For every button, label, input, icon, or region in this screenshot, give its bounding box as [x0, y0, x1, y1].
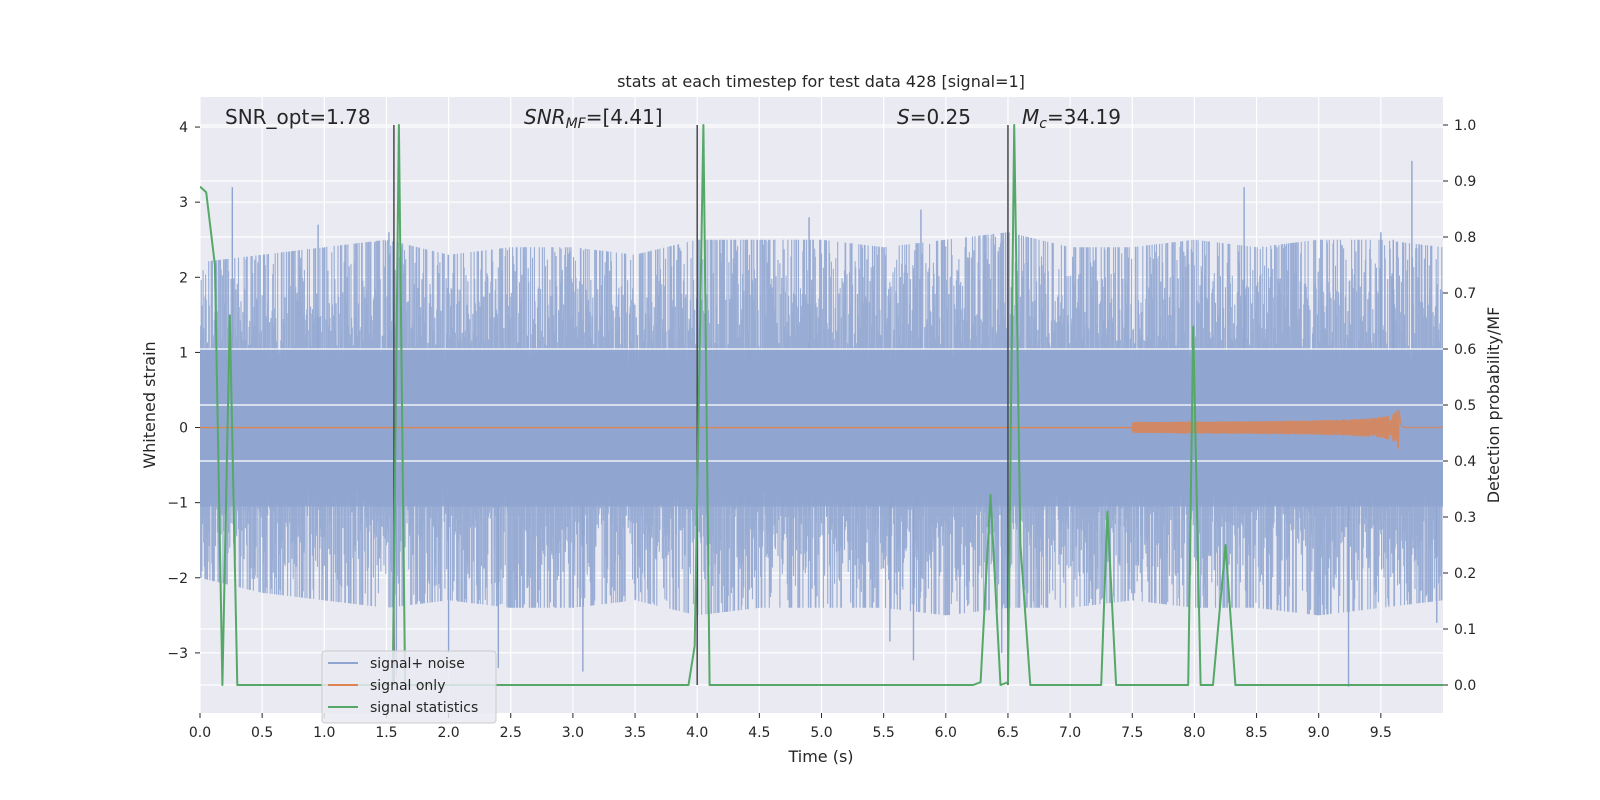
series-signal-statistics: [200, 124, 1443, 686]
x-axis-label: Time (s): [787, 747, 853, 766]
x-tick-label: 6.0: [935, 725, 957, 741]
y-tick-label: 2: [179, 270, 188, 286]
y2-axis-label: Detection probability/MF: [1484, 307, 1503, 504]
y2-tick-label: 0.9: [1454, 174, 1476, 190]
signal-only-chirp: [1131, 409, 1443, 449]
series-signal-only: [200, 409, 1443, 449]
x-tick-label: 9.5: [1370, 725, 1392, 741]
chart-title: stats at each timestep for test data 428…: [617, 72, 1025, 91]
annotation-snr-opt: SNR_opt=1.78: [225, 105, 371, 129]
x-tick-label: 6.5: [997, 725, 1019, 741]
y2-tick-label: 0.2: [1454, 566, 1476, 582]
x-tick-label: 3.0: [562, 725, 584, 741]
x-tick-label: 0.0: [189, 725, 211, 741]
y2-tick-label: 0.0: [1454, 678, 1476, 694]
y-tick-label: −1: [167, 496, 188, 512]
legend-label-signal-statistics: signal statistics: [370, 700, 478, 716]
y-tick-label: 0: [179, 421, 188, 437]
x-tick-label: 1.0: [313, 725, 335, 741]
y-axis-label: Whitened strain: [140, 341, 159, 468]
legend: signal+ noise signal only signal statist…: [321, 650, 497, 724]
x-tick-label: 8.0: [1183, 725, 1205, 741]
x-tick-label: 5.5: [873, 725, 895, 741]
annotation-s: S=0.25: [897, 105, 971, 129]
x-tick-label: 3.5: [624, 725, 646, 741]
y2-tick-label: 0.7: [1454, 286, 1476, 302]
y2-tick-label: 0.1: [1454, 622, 1476, 638]
y-tick-label: 4: [179, 120, 188, 136]
legend-label-signal-only: signal only: [370, 678, 445, 694]
x-tick-label: 4.0: [686, 725, 708, 741]
y2-axis-ticks: 0.0 0.1 0.2 0.3 0.4 0.5 0.6 0.7 0.8 0.9 1.0: [1443, 118, 1476, 694]
x-tick-label: 2.0: [437, 725, 459, 741]
y-tick-label: 3: [179, 195, 188, 211]
x-tick-label: 7.5: [1121, 725, 1143, 741]
x-axis-ticks: 0.0 0.5 1.0 1.5 2.0 2.5 3.0 3.5 4.0 4.5 5.0 5.5 6.0 6…: [189, 713, 1392, 741]
x-tick-label: 4.5: [748, 725, 770, 741]
y2-tick-label: 0.5: [1454, 398, 1476, 414]
x-tick-label: 9.0: [1308, 725, 1330, 741]
annotation-snr-mf: SNRMF=[4.41]: [524, 105, 663, 132]
annotation-mc: Mc=34.19: [1022, 105, 1121, 132]
y2-tick-label: 1.0: [1454, 118, 1476, 134]
x-tick-label: 2.5: [500, 725, 522, 741]
y-tick-label: −3: [167, 646, 188, 662]
x-tick-label: 1.5: [375, 725, 397, 741]
signal-statistics-line: [200, 124, 1443, 686]
x-tick-label: 8.5: [1245, 725, 1267, 741]
y2-tick-label: 0.6: [1454, 342, 1476, 358]
y-axis-ticks: −3 −2 −1 0 1 2 3 4: [167, 120, 200, 662]
y2-tick-label: 0.8: [1454, 230, 1476, 246]
x-tick-label: 5.0: [810, 725, 832, 741]
legend-label-signal-noise: signal+ noise: [370, 656, 465, 672]
y-tick-label: −2: [167, 571, 188, 587]
y2-tick-label: 0.4: [1454, 454, 1476, 470]
x-tick-label: 0.5: [251, 725, 273, 741]
y2-tick-label: 0.3: [1454, 510, 1476, 526]
x-tick-label: 7.0: [1059, 725, 1081, 741]
y-tick-label: 1: [179, 345, 188, 361]
legend-box: [321, 650, 497, 724]
